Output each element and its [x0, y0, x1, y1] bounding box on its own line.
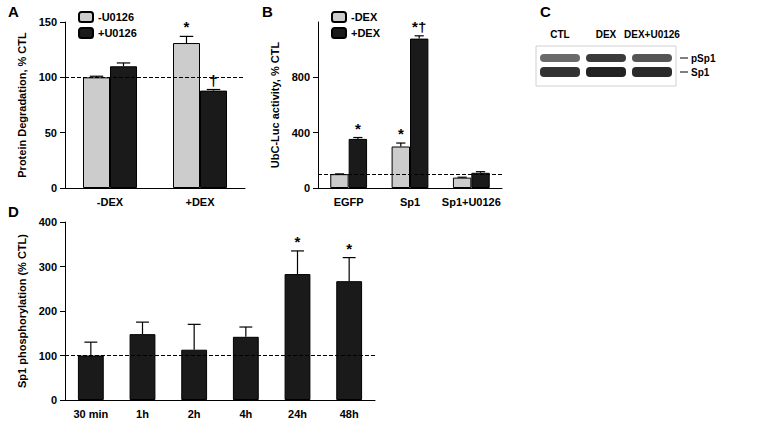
svg-text:+DEX: +DEX [351, 27, 381, 39]
svg-text:800: 800 [292, 71, 310, 83]
svg-text:150: 150 [39, 16, 57, 28]
svg-text:Sp1+U0126: Sp1+U0126 [442, 196, 501, 208]
svg-text:D: D [8, 203, 19, 220]
svg-text:*: * [295, 233, 301, 250]
svg-text:UbC-Luc activity, % CTL: UbC-Luc activity, % CTL [269, 42, 281, 169]
svg-text:30 min: 30 min [73, 408, 108, 420]
svg-text:200: 200 [39, 305, 57, 317]
svg-text:4h: 4h [239, 408, 252, 420]
svg-text:CTL: CTL [550, 29, 569, 40]
svg-text:DEX: DEX [596, 29, 617, 40]
svg-text:0: 0 [304, 182, 310, 194]
svg-text:-U0126: -U0126 [98, 11, 134, 23]
svg-text:+U0126: +U0126 [98, 27, 137, 39]
svg-text:300: 300 [39, 261, 57, 273]
svg-text:Protein Degradation, % CTL: Protein Degradation, % CTL [16, 32, 28, 178]
svg-text:*: * [398, 125, 404, 142]
svg-text:1h: 1h [136, 408, 149, 420]
svg-text:400: 400 [39, 216, 57, 228]
svg-text:24h: 24h [288, 408, 307, 420]
svg-text:-DEX: -DEX [97, 196, 124, 208]
svg-text:pSp1: pSp1 [691, 53, 716, 64]
svg-text:C: C [540, 3, 551, 20]
svg-text:0: 0 [51, 182, 57, 194]
svg-text:DEX+U0126: DEX+U0126 [624, 29, 680, 40]
svg-text:†: † [209, 72, 217, 89]
svg-text:2h: 2h [188, 408, 201, 420]
svg-text:*†: *† [412, 18, 426, 35]
svg-text:Sp1: Sp1 [400, 196, 420, 208]
svg-text:0: 0 [51, 394, 57, 406]
svg-text:48h: 48h [340, 408, 359, 420]
svg-text:Sp1: Sp1 [691, 67, 710, 78]
svg-text:+DEX: +DEX [185, 196, 215, 208]
svg-text:100: 100 [39, 350, 57, 362]
svg-text:B: B [262, 3, 273, 20]
svg-text:*: * [346, 240, 352, 257]
svg-text:50: 50 [45, 127, 57, 139]
svg-text:A: A [8, 3, 19, 20]
svg-text:*: * [355, 120, 361, 137]
svg-text:400: 400 [292, 127, 310, 139]
svg-text:-DEX: -DEX [351, 11, 378, 23]
svg-text:*: * [184, 18, 190, 35]
svg-text:EGFP: EGFP [334, 196, 364, 208]
svg-text:100: 100 [39, 71, 57, 83]
svg-text:Sp1 phosphorylation (% CTL): Sp1 phosphorylation (% CTL) [16, 234, 28, 388]
